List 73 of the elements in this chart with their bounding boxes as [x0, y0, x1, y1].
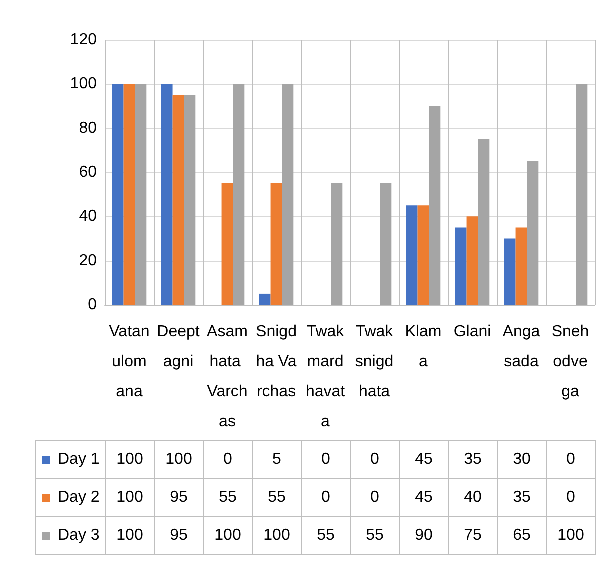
bar — [331, 184, 343, 305]
data-label: 35 — [498, 478, 546, 516]
bar — [124, 84, 136, 305]
y-tick-label: 100 — [70, 76, 98, 93]
bar — [112, 84, 124, 305]
legend-label: Day 3 — [36, 516, 106, 554]
bar — [478, 139, 490, 305]
bar — [282, 84, 294, 305]
bar — [466, 216, 478, 305]
bar — [527, 161, 539, 305]
legend-label: Day 1 — [36, 440, 106, 478]
data-label: 55 — [350, 516, 400, 554]
x-tick-label: Deeptagni — [157, 324, 200, 370]
data-label: 0 — [350, 440, 400, 478]
x-tick-label: Angasada — [502, 324, 540, 370]
x-tick-label: Snehodvega — [552, 324, 590, 400]
data-label: 0 — [302, 478, 350, 516]
data-label: 100 — [204, 516, 252, 554]
bar — [135, 84, 147, 305]
data-label: 95 — [154, 478, 204, 516]
data-label: 45 — [400, 478, 448, 516]
bar — [504, 238, 516, 305]
x-tick-label: Glani — [454, 324, 492, 340]
y-tick-label: 60 — [79, 164, 98, 181]
bar — [184, 95, 196, 305]
data-label: 0 — [302, 440, 350, 478]
data-label: 0 — [204, 440, 252, 478]
data-label: 55 — [204, 478, 252, 516]
legend-label: Day 2 — [36, 478, 106, 516]
data-label: 100 — [154, 440, 204, 478]
data-label: 95 — [154, 516, 204, 554]
bar — [418, 206, 430, 305]
data-label: 5 — [252, 440, 302, 478]
data-label: 30 — [498, 440, 546, 478]
x-tick-label: Asamhata Varchas — [207, 324, 248, 430]
data-label: 75 — [448, 516, 498, 554]
data-label: 55 — [302, 516, 350, 554]
data-label: 55 — [252, 478, 302, 516]
bar — [516, 228, 528, 305]
bar — [233, 84, 245, 305]
x-tick-label: Twakmardhavata — [306, 324, 346, 430]
x-tick-label: Twaksnigdhata — [355, 324, 394, 400]
bar — [406, 206, 418, 305]
data-label: 100 — [106, 478, 154, 516]
data-label: 100 — [106, 440, 154, 478]
bar — [259, 294, 271, 305]
data-label: 35 — [448, 440, 498, 478]
data-label: 40 — [448, 478, 498, 516]
bar — [380, 184, 392, 305]
y-tick-label: 40 — [79, 208, 98, 226]
bar — [172, 95, 184, 305]
data-label: 0 — [350, 478, 400, 516]
bar — [429, 106, 441, 305]
data-label: 100 — [106, 516, 154, 554]
x-tick-label: Snigdha Varchas — [256, 324, 297, 400]
x-tick-label: Vatanulomana — [109, 324, 150, 400]
y-tick-label: 20 — [79, 252, 98, 270]
y-tick-label: 120 — [70, 32, 98, 48]
data-label: 0 — [546, 478, 596, 516]
data-label: 90 — [400, 516, 448, 554]
bar — [222, 184, 234, 305]
data-label: 100 — [252, 516, 302, 554]
y-tick-label: 80 — [79, 120, 98, 137]
y-tick-label: 0 — [88, 296, 98, 314]
bar — [576, 84, 588, 305]
data-label: 65 — [498, 516, 546, 554]
bar — [270, 184, 282, 305]
data-label: 100 — [546, 516, 596, 554]
data-label: 0 — [546, 440, 596, 478]
x-tick-label: Klama — [405, 324, 442, 370]
bar — [161, 84, 173, 305]
bar — [455, 228, 467, 305]
data-label: 45 — [400, 440, 448, 478]
